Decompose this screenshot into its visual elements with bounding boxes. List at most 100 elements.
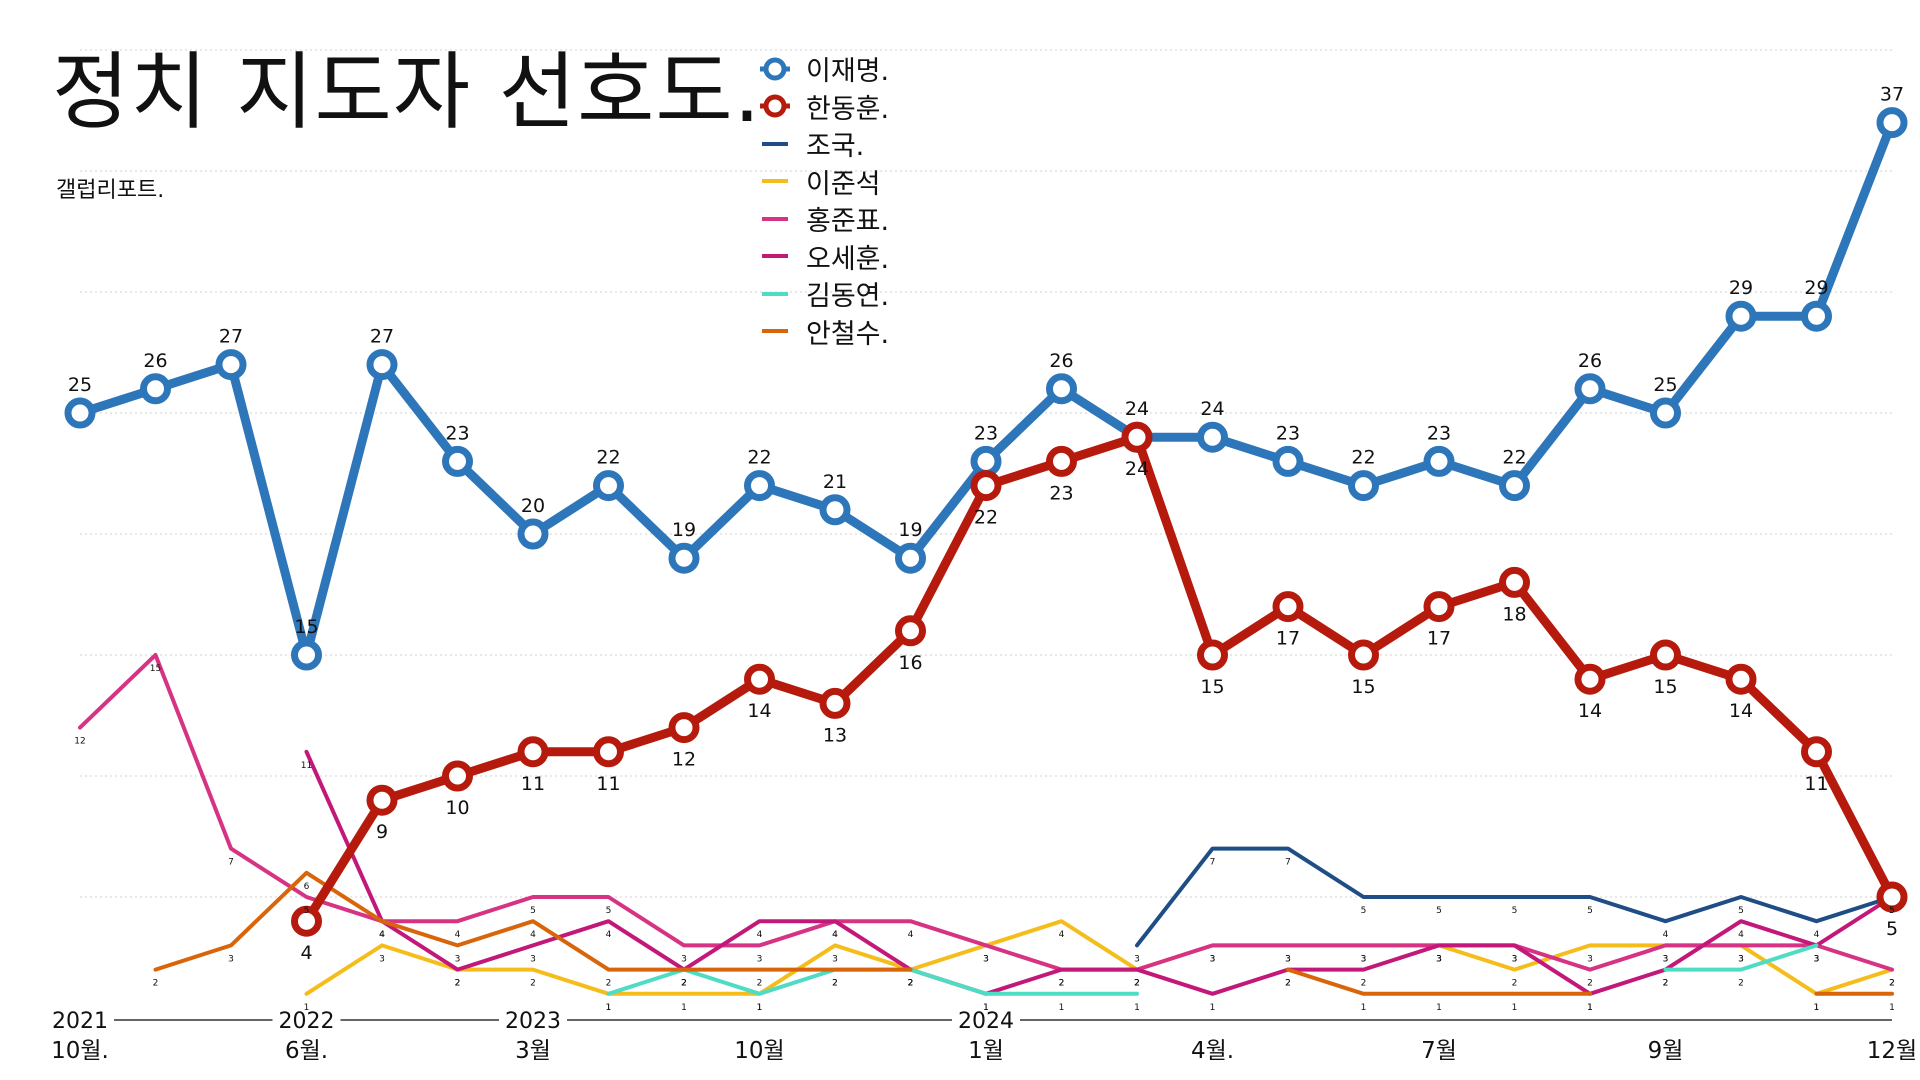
data-label-오세훈: 11 bbox=[301, 761, 312, 771]
data-label-한동훈: 11 bbox=[1804, 773, 1828, 795]
data-point-이재명 bbox=[1574, 373, 1606, 405]
data-label-김동연: 2 bbox=[1738, 979, 1744, 989]
series-line-조국 bbox=[1135, 846, 1894, 948]
data-label-한동훈: 15 bbox=[1351, 676, 1375, 698]
data-label-김동연: 2 bbox=[832, 979, 838, 989]
data-label-한동훈: 15 bbox=[1653, 676, 1677, 698]
data-label-한동훈: 10 bbox=[445, 797, 469, 819]
data-label-이재명: 29 bbox=[1804, 277, 1828, 299]
data-label-한동훈: 18 bbox=[1502, 603, 1526, 625]
data-label-이준석: 3 bbox=[832, 954, 838, 964]
data-label-안철수: 1 bbox=[1814, 1003, 1820, 1013]
x-axis: 2021 10월. 2022 6월. 2023 3월 10월 2024 1월 4월. 7월 9월 12월 bbox=[46, 1004, 1917, 1064]
data-point-이재명 bbox=[1272, 445, 1304, 477]
line-swatch-icon bbox=[760, 204, 790, 234]
data-label-이재명: 24 bbox=[1125, 398, 1149, 420]
data-point-이재명 bbox=[517, 518, 549, 550]
data-label-안철수: 4 bbox=[379, 930, 385, 940]
legend: 이재명. 한동훈. 조국. 이준석 홍준표. 오세훈. 김동연. 안철수. bbox=[760, 50, 889, 350]
data-label-이준석: 1 bbox=[681, 1003, 687, 1013]
series-line-김동연 bbox=[1663, 943, 1819, 972]
data-label-오세훈: 2 bbox=[681, 979, 687, 989]
data-label-오세훈: 2 bbox=[1134, 979, 1140, 989]
data-label-오세훈: 4 bbox=[606, 930, 612, 940]
data-label-김동연: 1 bbox=[757, 1003, 763, 1013]
data-label-오세훈: 2 bbox=[1059, 979, 1065, 989]
year-label-bg bbox=[272, 1004, 341, 1034]
data-point-이재명 bbox=[819, 494, 851, 526]
data-label-이준석: 2 bbox=[1889, 979, 1895, 989]
data-label-홍준표: 3 bbox=[1361, 954, 1367, 964]
data-point-한동훈 bbox=[1499, 566, 1530, 598]
data-label-조국: 7 bbox=[1210, 858, 1216, 868]
legend-label: 이재명. bbox=[806, 56, 890, 88]
data-label-오세훈: 4 bbox=[757, 930, 763, 940]
data-label-홍준표: 2 bbox=[1134, 979, 1140, 989]
data-point-한동훈 bbox=[1348, 639, 1379, 671]
series-line-한동훈 bbox=[302, 432, 1897, 926]
data-label-조국: 5 bbox=[1738, 906, 1744, 916]
data-point-이재명 bbox=[1046, 373, 1077, 405]
data-label-오세훈: 4 bbox=[379, 930, 385, 940]
data-label-조국: 3 bbox=[1134, 954, 1140, 964]
x-month-label: 7월 bbox=[1421, 1038, 1457, 1064]
series-line-오세훈 bbox=[304, 749, 1894, 996]
data-point-이재명 bbox=[1423, 445, 1455, 477]
x-month-label: 3월 bbox=[515, 1038, 551, 1064]
data-label-이재명: 23 bbox=[1276, 422, 1300, 444]
line-swatch-icon bbox=[760, 241, 790, 271]
data-label-한동훈: 9 bbox=[376, 821, 388, 843]
data-label-홍준표: 3 bbox=[757, 954, 763, 964]
data-label-김동연: 3 bbox=[1814, 954, 1820, 964]
series-line-안철수 bbox=[1286, 967, 1592, 996]
x-year-label: 2024 bbox=[958, 1009, 1014, 1034]
data-point-이재명 bbox=[140, 373, 171, 405]
chart-title: 정치 지도자 선호도. bbox=[52, 43, 762, 141]
thin-series-group bbox=[78, 653, 1894, 996]
data-label-오세훈: 2 bbox=[908, 979, 914, 989]
data-label-이재명: 29 bbox=[1729, 277, 1753, 299]
data-label-안철수: 2 bbox=[908, 979, 914, 989]
data-point-한동훈 bbox=[1574, 663, 1606, 695]
data-label-오세훈: 1 bbox=[983, 1003, 989, 1013]
data-label-홍준표: 3 bbox=[1814, 954, 1820, 964]
data-label-이준석: 2 bbox=[908, 979, 914, 989]
data-point-이재명 bbox=[215, 349, 247, 381]
data-label-홍준표: 15 bbox=[150, 664, 161, 674]
data-label-이준석: 3 bbox=[983, 954, 989, 964]
data-label-안철수: 3 bbox=[455, 954, 461, 964]
data-label-김동연: 2 bbox=[908, 979, 914, 989]
data-label-안철수: 2 bbox=[832, 979, 838, 989]
data-label-이재명: 37 bbox=[1880, 84, 1904, 106]
legend-label: 조국. bbox=[806, 131, 865, 163]
data-label-홍준표: 3 bbox=[681, 954, 687, 964]
data-label-이재명: 27 bbox=[370, 326, 394, 348]
data-label-김동연: 2 bbox=[1663, 979, 1669, 989]
data-point-이재명 bbox=[366, 349, 398, 381]
year-label-bg bbox=[952, 1004, 1020, 1034]
data-label-홍준표: 3 bbox=[1210, 954, 1216, 964]
data-label-안철수: 2 bbox=[681, 979, 687, 989]
data-label-한동훈: 24 bbox=[1125, 458, 1149, 480]
legend-item-김동연: 김동연. bbox=[760, 275, 889, 313]
line-swatch-icon bbox=[760, 316, 790, 346]
data-point-이재명 bbox=[442, 445, 473, 477]
data-label-이준석: 1 bbox=[757, 1003, 763, 1013]
data-label-이준석: 3 bbox=[379, 954, 385, 964]
data-label-한동훈: 14 bbox=[747, 700, 771, 722]
data-point-이재명 bbox=[593, 470, 624, 502]
data-label-오세훈: 2 bbox=[1663, 979, 1669, 989]
data-point-이재명 bbox=[1801, 300, 1832, 332]
data-label-한동훈: 15 bbox=[1200, 676, 1224, 698]
data-label-오세훈: 3 bbox=[1436, 954, 1442, 964]
legend-item-이재명: 이재명. bbox=[760, 50, 889, 88]
data-point-한동훈 bbox=[895, 615, 926, 647]
data-label-오세훈: 4 bbox=[832, 930, 838, 940]
x-month-label: 1월 bbox=[968, 1038, 1004, 1064]
series-line-이재명 bbox=[75, 118, 1897, 660]
data-label-이재명: 26 bbox=[1578, 350, 1602, 372]
data-label-안철수: 1 bbox=[1587, 1003, 1593, 1013]
data-label-한동훈: 23 bbox=[1049, 482, 1073, 504]
data-label-김동연: 2 bbox=[681, 979, 687, 989]
data-label-이준석: 2 bbox=[455, 979, 461, 989]
